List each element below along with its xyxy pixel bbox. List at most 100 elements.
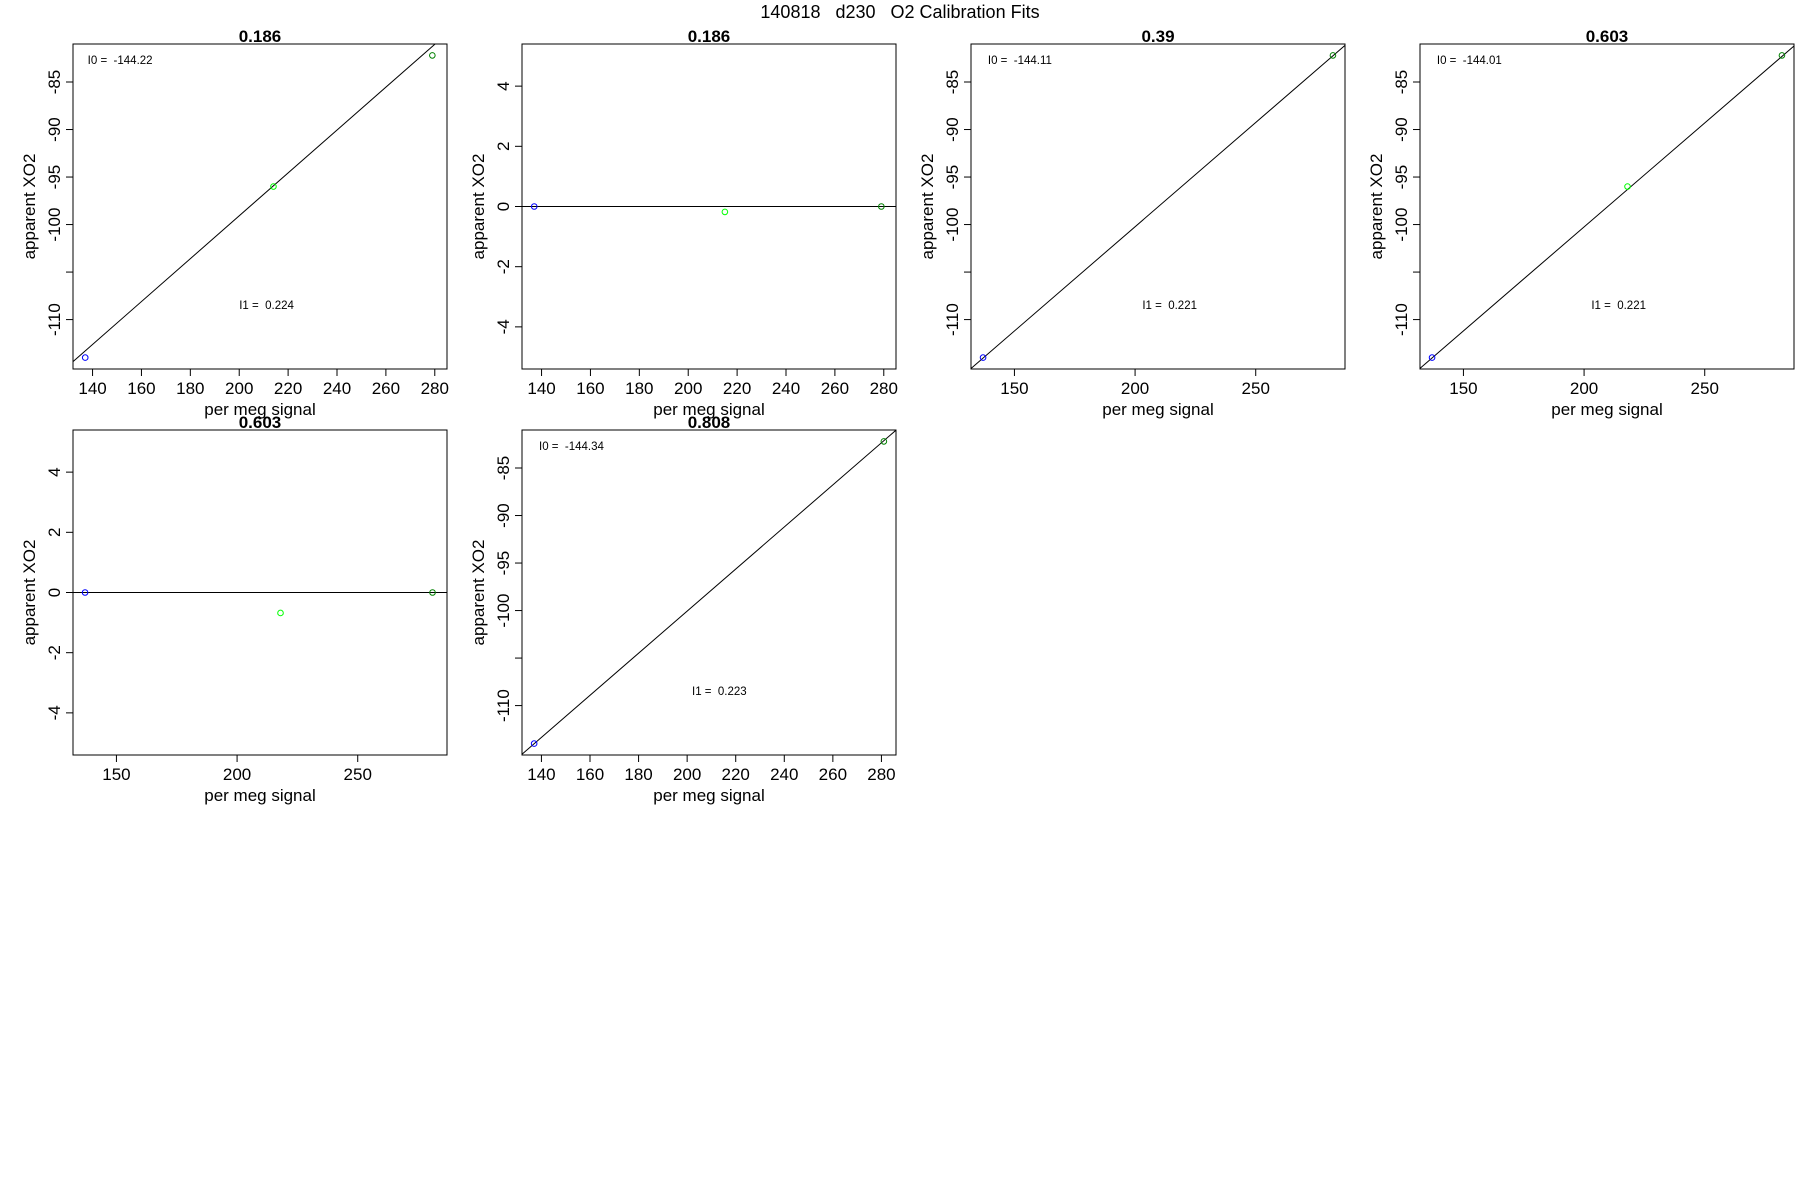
x-tick-label: 200 xyxy=(1570,379,1598,398)
fit-annotation: I0 = -144.22 xyxy=(88,55,153,67)
calibration-panel: 0.603 150 200 250 per meg signal -110 -100 -95 -… xyxy=(1367,27,1795,419)
panel-title: 0.186 xyxy=(688,27,731,46)
y-tick-label: 4 xyxy=(494,81,513,90)
data-point xyxy=(1778,52,1786,59)
data-point xyxy=(880,438,888,445)
fit-annotation: I0 = -144.01 xyxy=(1437,55,1502,67)
x-tick-label: 280 xyxy=(421,379,449,398)
x-tick-label: 150 xyxy=(1000,379,1028,398)
data-point xyxy=(81,589,89,596)
fit-line xyxy=(521,429,897,755)
data-point xyxy=(878,203,885,210)
y-tick-label: -110 xyxy=(1392,303,1411,336)
y-tick-label: -95 xyxy=(45,165,64,190)
x-axis-label: per meg signal xyxy=(1551,400,1663,419)
x-tick-label: 200 xyxy=(1121,379,1149,398)
y-tick-label: -95 xyxy=(1392,165,1411,190)
x-tick-label: 260 xyxy=(821,379,849,398)
x-tick-label: 150 xyxy=(1449,379,1477,398)
x-tick-label: 250 xyxy=(1242,379,1270,398)
x-tick-label: 200 xyxy=(673,765,701,784)
y-axis-label: apparent XO2 xyxy=(469,540,488,646)
y-axis-label: apparent XO2 xyxy=(20,540,39,646)
x-tick-label: 160 xyxy=(127,379,155,398)
x-tick-label: 220 xyxy=(722,765,750,784)
y-tick-label: 4 xyxy=(45,467,64,476)
y-tick-label: -100 xyxy=(1392,208,1411,242)
x-axis-label: per meg signal xyxy=(204,786,316,805)
y-tick-label: -4 xyxy=(494,319,513,334)
x-tick-label: 220 xyxy=(274,379,302,398)
x-tick-label: 140 xyxy=(527,379,555,398)
y-tick-label: 0 xyxy=(45,588,64,597)
x-tick-label: 260 xyxy=(372,379,400,398)
fit-line xyxy=(72,43,436,362)
y-tick-label: -90 xyxy=(943,117,962,142)
calibration-panel: 0.186 140 160 180 200 220 240 260 280 per meg sig… xyxy=(20,27,449,419)
y-tick-label: 2 xyxy=(45,528,64,537)
y-tick-label: -100 xyxy=(943,208,962,242)
x-tick-label: 160 xyxy=(576,765,604,784)
x-axis-label: per meg signal xyxy=(653,786,765,805)
x-tick-label: 240 xyxy=(770,765,798,784)
y-axis-label: apparent XO2 xyxy=(20,154,39,260)
y-tick-label: -90 xyxy=(45,117,64,142)
y-tick-label: -85 xyxy=(1392,70,1411,95)
y-axis-label: apparent XO2 xyxy=(1367,154,1386,260)
y-tick-label: -110 xyxy=(943,303,962,336)
y-axis-label: apparent XO2 xyxy=(469,154,488,260)
x-axis-label: per meg signal xyxy=(653,400,765,419)
fit-annotation: I1 = 0.221 xyxy=(1591,300,1646,312)
y-tick-label: -85 xyxy=(494,456,513,481)
y-tick-label: -4 xyxy=(45,705,64,720)
x-axis-label: per meg signal xyxy=(204,400,316,419)
data-point xyxy=(721,208,729,216)
x-tick-label: 240 xyxy=(772,379,800,398)
calibration-panel: 0.39 150 200 250 per meg signal -110 -100 -95 -9… xyxy=(918,27,1346,419)
fit-annotation: I1 = 0.221 xyxy=(1142,300,1197,312)
x-tick-label: 250 xyxy=(344,765,372,784)
y-tick-label: -85 xyxy=(45,70,64,95)
fit-annotation: I1 = 0.224 xyxy=(239,300,294,312)
y-tick-label: -95 xyxy=(943,165,962,190)
fit-line xyxy=(970,44,1346,369)
y-tick-label: -90 xyxy=(1392,117,1411,142)
data-point xyxy=(1329,52,1337,59)
y-axis-label: apparent XO2 xyxy=(918,154,937,260)
data-point xyxy=(429,589,436,596)
data-point xyxy=(1428,354,1436,361)
calibration-panel: 0.603 150 200 250 per meg signal -4 -2 0 2 4 appar… xyxy=(20,413,448,805)
y-tick-label: -90 xyxy=(494,503,513,528)
x-tick-label: 240 xyxy=(323,379,351,398)
x-tick-label: 260 xyxy=(819,765,847,784)
x-tick-label: 140 xyxy=(527,765,555,784)
y-tick-label: -95 xyxy=(494,551,513,576)
fit-annotation: I0 = -144.34 xyxy=(539,441,604,453)
y-tick-label: -110 xyxy=(494,689,513,722)
x-tick-label: 180 xyxy=(176,379,204,398)
data-point xyxy=(1624,183,1631,190)
x-axis-label: per meg signal xyxy=(1102,400,1214,419)
y-tick-label: -110 xyxy=(45,303,64,336)
x-tick-label: 180 xyxy=(624,765,652,784)
x-tick-label: 280 xyxy=(867,765,895,784)
x-tick-label: 280 xyxy=(870,379,898,398)
page-title: 140818 d230 O2 Calibration Fits xyxy=(760,2,1039,22)
fit-line xyxy=(1419,45,1795,369)
fit-annotation: I0 = -144.11 xyxy=(988,55,1052,67)
panel-title: 0.808 xyxy=(688,413,731,432)
y-tick-label: -100 xyxy=(494,594,513,628)
x-tick-label: 250 xyxy=(1691,379,1719,398)
x-tick-label: 200 xyxy=(674,379,702,398)
fit-annotation: I1 = 0.223 xyxy=(692,686,747,698)
data-point xyxy=(270,183,277,190)
panel-title: 0.39 xyxy=(1141,27,1174,46)
x-tick-label: 150 xyxy=(102,765,130,784)
y-tick-label: 0 xyxy=(494,202,513,211)
y-tick-label: -2 xyxy=(494,259,513,274)
x-tick-label: 220 xyxy=(723,379,751,398)
x-tick-label: 180 xyxy=(625,379,653,398)
data-point xyxy=(530,740,538,747)
